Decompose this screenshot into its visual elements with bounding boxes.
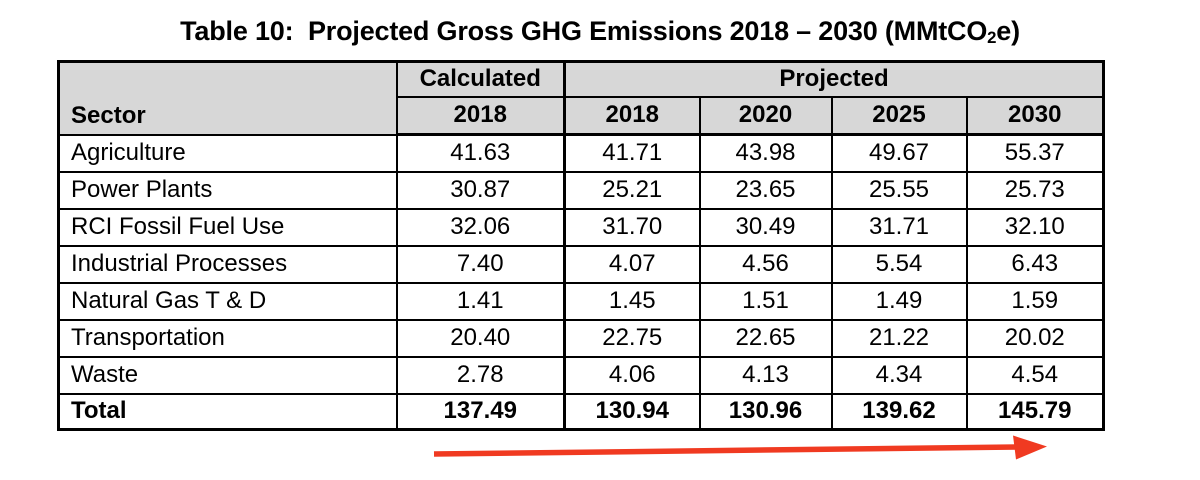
table-header: Sector Calculated Projected 2018 2018 20… bbox=[57, 60, 1105, 136]
sector-cell: Total bbox=[57, 392, 398, 431]
value-cell: 30.87 bbox=[395, 170, 566, 210]
sector-cell: Agriculture bbox=[57, 133, 398, 173]
arrow-shaft bbox=[433, 444, 1018, 457]
column-group-projected: Projected bbox=[563, 60, 1105, 98]
header-group-row: Sector Calculated Projected bbox=[57, 60, 1105, 136]
sector-cell: Natural Gas T & D bbox=[57, 281, 398, 321]
value-cell: 49.67 bbox=[830, 133, 968, 173]
value-cell: 20.02 bbox=[965, 318, 1105, 358]
value-cell: 21.22 bbox=[830, 318, 968, 358]
value-cell: 31.70 bbox=[563, 207, 701, 247]
value-cell: 4.34 bbox=[830, 355, 968, 395]
value-cell: 23.65 bbox=[698, 170, 833, 210]
ghg-emissions-table: Sector Calculated Projected 2018 2018 20… bbox=[57, 60, 1105, 431]
value-cell: 145.79 bbox=[965, 392, 1105, 431]
value-cell: 4.54 bbox=[965, 355, 1105, 395]
value-cell: 137.49 bbox=[395, 392, 566, 431]
column-header-projected-2025: 2025 bbox=[830, 95, 968, 136]
value-cell: 1.59 bbox=[965, 281, 1105, 321]
title-prefix: Table 10: Projected Gross GHG Emissions … bbox=[180, 16, 988, 46]
value-cell: 2.78 bbox=[395, 355, 566, 395]
value-cell: 139.62 bbox=[830, 392, 968, 431]
increasing-trend-arrow-icon bbox=[433, 435, 1047, 460]
table-row: Power Plants 30.87 25.21 23.65 25.55 25.73 bbox=[57, 170, 1105, 210]
value-cell: 130.94 bbox=[563, 392, 701, 431]
value-cell: 25.55 bbox=[830, 170, 968, 210]
column-group-calculated: Calculated bbox=[395, 60, 566, 98]
total-row: Total 137.49 130.94 130.96 139.62 145.79 bbox=[57, 392, 1105, 431]
sector-cell: Transportation bbox=[57, 318, 398, 358]
value-cell: 4.06 bbox=[563, 355, 701, 395]
table-row: Natural Gas T & D 1.41 1.45 1.51 1.49 1.59 bbox=[57, 281, 1105, 321]
value-cell: 32.10 bbox=[965, 207, 1105, 247]
arrow-head bbox=[1013, 435, 1047, 460]
value-cell: 1.45 bbox=[563, 281, 701, 321]
value-cell: 22.65 bbox=[698, 318, 833, 358]
value-cell: 1.41 bbox=[395, 281, 566, 321]
table-row: Agriculture 41.63 41.71 43.98 49.67 55.37 bbox=[57, 133, 1105, 173]
value-cell: 4.07 bbox=[563, 244, 701, 284]
value-cell: 130.96 bbox=[698, 392, 833, 431]
page-title: Table 10: Projected Gross GHG Emissions … bbox=[0, 16, 1200, 47]
value-cell: 7.40 bbox=[395, 244, 566, 284]
column-header-calculated-2018: 2018 bbox=[395, 95, 566, 136]
sector-cell: Waste bbox=[57, 355, 398, 395]
value-cell: 4.13 bbox=[698, 355, 833, 395]
title-subscript: 2 bbox=[987, 28, 997, 47]
sector-cell: RCI Fossil Fuel Use bbox=[57, 207, 398, 247]
value-cell: 31.71 bbox=[830, 207, 968, 247]
value-cell: 6.43 bbox=[965, 244, 1105, 284]
column-header-projected-2018: 2018 bbox=[563, 95, 701, 136]
value-cell: 4.56 bbox=[698, 244, 833, 284]
value-cell: 20.40 bbox=[395, 318, 566, 358]
table-row: RCI Fossil Fuel Use 32.06 31.70 30.49 31.71 3… bbox=[57, 207, 1105, 247]
table-body: Agriculture 41.63 41.71 43.98 49.67 55.37 Powe… bbox=[57, 133, 1105, 431]
value-cell: 1.51 bbox=[698, 281, 833, 321]
table-row: Industrial Processes 7.40 4.07 4.56 5.54 6.43 bbox=[57, 244, 1105, 284]
table-row: Transportation 20.40 22.75 22.65 21.22 20.02 bbox=[57, 318, 1105, 358]
value-cell: 5.54 bbox=[830, 244, 968, 284]
sector-cell: Power Plants bbox=[57, 170, 398, 210]
table-row: Waste 2.78 4.06 4.13 4.34 4.54 bbox=[57, 355, 1105, 395]
value-cell: 41.71 bbox=[563, 133, 701, 173]
title-suffix: e) bbox=[996, 16, 1020, 46]
column-header-projected-2020: 2020 bbox=[698, 95, 833, 136]
sector-cell: Industrial Processes bbox=[57, 244, 398, 284]
value-cell: 30.49 bbox=[698, 207, 833, 247]
column-header-projected-2030: 2030 bbox=[965, 95, 1105, 136]
value-cell: 22.75 bbox=[563, 318, 701, 358]
column-header-sector: Sector bbox=[57, 60, 398, 136]
value-cell: 1.49 bbox=[830, 281, 968, 321]
value-cell: 41.63 bbox=[395, 133, 566, 173]
value-cell: 25.21 bbox=[563, 170, 701, 210]
value-cell: 55.37 bbox=[965, 133, 1105, 173]
value-cell: 43.98 bbox=[698, 133, 833, 173]
value-cell: 25.73 bbox=[965, 170, 1105, 210]
header-year-row: 2018 2018 2020 2025 2030 bbox=[59, 95, 1105, 136]
value-cell: 32.06 bbox=[395, 207, 566, 247]
